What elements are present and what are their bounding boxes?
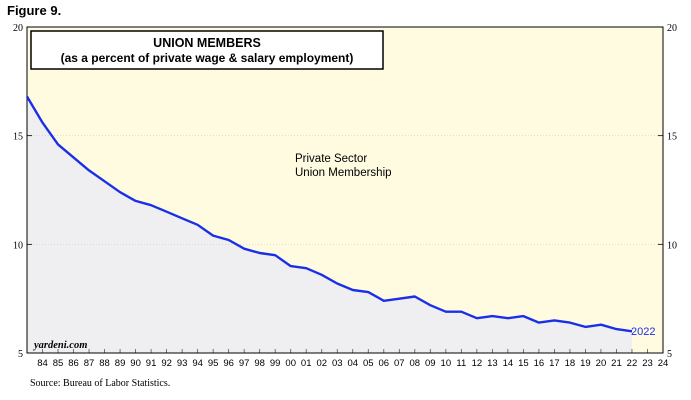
y-tick-label-left: 20	[13, 23, 23, 34]
x-tick-label: 21	[611, 358, 622, 369]
union-membership-line	[25, 95, 633, 333]
x-tick-label: 18	[565, 358, 576, 369]
x-tick-label: 13	[487, 358, 498, 369]
x-tick-label: 96	[223, 358, 234, 369]
x-tick-label: 97	[239, 358, 250, 369]
x-tick-label: 20	[596, 358, 607, 369]
x-tick-label: 94	[192, 358, 203, 369]
y-tick-label-right: 20	[667, 23, 677, 34]
y-tick-label-left: 5	[18, 349, 23, 360]
y-tick-label-left: 15	[13, 132, 23, 143]
x-tick-label: 07	[394, 358, 405, 369]
x-tick-label: 10	[441, 358, 452, 369]
x-tick-label: 15	[518, 358, 529, 369]
x-tick-label: 16	[534, 358, 545, 369]
x-tick-label: 88	[99, 358, 110, 369]
x-tick-label: 19	[580, 358, 591, 369]
x-tick-label: 98	[254, 358, 265, 369]
x-tick-label: 99	[270, 358, 281, 369]
x-tick-label: 03	[332, 358, 343, 369]
x-tick-label: 12	[472, 358, 483, 369]
x-tick-label: 90	[130, 358, 141, 369]
source-note: Source: Bureau of Labor Statistics.	[30, 378, 171, 389]
x-tick-label: 91	[146, 358, 157, 369]
x-tick-label: 11	[456, 358, 466, 369]
x-tick-label: 08	[410, 358, 421, 369]
area-fill	[27, 96, 632, 353]
grid	[27, 135, 664, 353]
y-tick-label-right: 5	[667, 349, 672, 360]
end-label: 2022	[631, 326, 655, 338]
watermark: yardeni.com	[32, 340, 87, 351]
series-annotation: Private Sector Union Membership	[295, 153, 392, 179]
x-tick-label: 92	[161, 358, 172, 369]
x-tick-label: 93	[177, 358, 188, 369]
chart-title: UNION MEMBERS	[153, 36, 261, 50]
x-tick-label: 09	[425, 358, 436, 369]
y-axis-left: 5 10 15 20	[13, 23, 32, 360]
x-tick-label: 02	[316, 358, 327, 369]
x-tick-label: 22	[627, 358, 638, 369]
x-tick-label: 06	[378, 358, 389, 369]
chart-subtitle: (as a percent of private wage & salary e…	[61, 51, 354, 65]
x-tick-label: 86	[68, 358, 79, 369]
y-tick-label-right: 10	[667, 240, 677, 251]
annotation-line: Private Sector	[295, 153, 367, 165]
x-tick-label: 04	[347, 358, 358, 369]
frame-rect	[26, 26, 664, 354]
x-tick-label: 17	[549, 358, 560, 369]
x-tick-label: 05	[363, 358, 374, 369]
x-tick-label: 24	[658, 358, 669, 369]
x-axis: 84 85 86 87 88 89 90 91 92 93 94 95 96 97 98 99 00 01 02 03…	[37, 358, 668, 369]
x-tick-label: 89	[115, 358, 126, 369]
y-tick-label-left: 10	[13, 240, 23, 251]
x-tick-label: 01	[301, 358, 312, 369]
x-tick-label: 95	[208, 358, 219, 369]
area-under-line	[27, 96, 632, 353]
plot-frame	[26, 26, 664, 354]
series-line	[25, 95, 633, 333]
figure-label: Figure 9.	[7, 3, 62, 18]
x-tick-label: 87	[84, 358, 95, 369]
x-tick-label: 14	[503, 358, 514, 369]
title-box: UNION MEMBERS (as a percent of private w…	[30, 30, 384, 70]
x-tick-label: 23	[642, 358, 653, 369]
y-axis-right: 5 10 15 20	[658, 23, 677, 360]
annotation-line: Union Membership	[295, 167, 392, 179]
x-tick-label: 85	[53, 358, 64, 369]
x-tick-label: 00	[285, 358, 296, 369]
y-tick-label-right: 15	[667, 132, 677, 143]
x-tick-label: 84	[37, 358, 48, 369]
